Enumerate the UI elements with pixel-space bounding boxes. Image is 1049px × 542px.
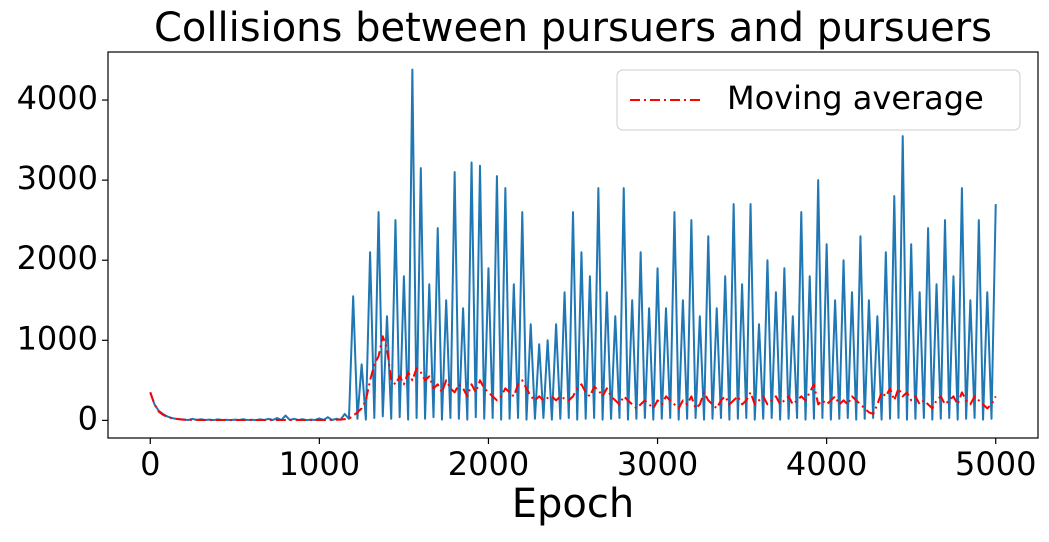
x-tick-label: 2000	[448, 445, 529, 483]
data-line	[149, 335, 997, 421]
x-axis-label: Epoch	[512, 481, 634, 527]
plot-frame	[107, 51, 1039, 439]
y-tick-label: 0	[78, 399, 98, 437]
x-tick-label: 3000	[617, 445, 698, 483]
chart-title: Collisions between pursuers and pursuers	[154, 5, 992, 51]
x-tick-label: 4000	[786, 445, 867, 483]
x-tick-label: 1000	[279, 445, 360, 483]
y-tick-label: 4000	[17, 79, 98, 117]
y-tick-label: 3000	[17, 159, 98, 197]
legend-label: Moving average	[727, 79, 984, 117]
x-tick-label: 0	[140, 445, 160, 483]
y-tick-label: 2000	[17, 239, 98, 277]
legend-box	[616, 69, 1021, 131]
y-tick-label: 1000	[17, 319, 98, 357]
x-tick-label: 5000	[955, 445, 1036, 483]
